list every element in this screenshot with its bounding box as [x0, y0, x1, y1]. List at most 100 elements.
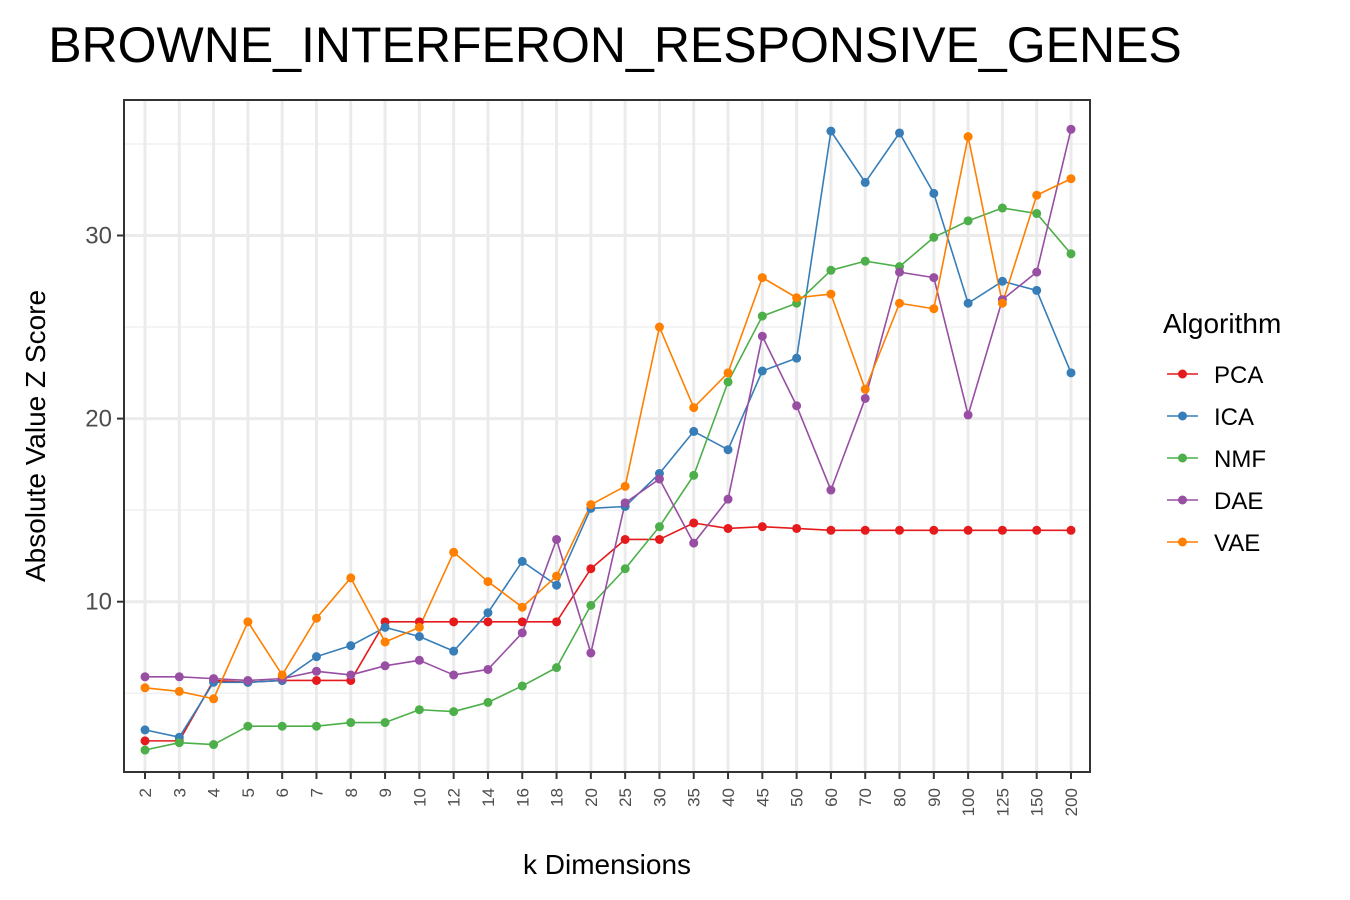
y-axis-title: Absolute Value Z Score [20, 290, 51, 582]
data-point-vae [860, 384, 870, 394]
data-point-nmf [449, 707, 459, 717]
data-point-pca [140, 736, 150, 746]
data-point-dae [483, 664, 493, 674]
legend-key-point-dae [1178, 495, 1187, 505]
x-tick-label: 20 [582, 788, 601, 807]
data-point-nmf [757, 311, 767, 321]
data-point-nmf [723, 377, 733, 387]
data-point-dae [792, 401, 802, 411]
x-tick-label: 40 [719, 788, 738, 807]
data-point-nmf [414, 705, 424, 715]
data-point-ica [826, 126, 836, 136]
y-tick-label: 20 [85, 406, 112, 433]
x-tick-label: 60 [822, 788, 841, 807]
legend-label-pca: PCA [1214, 362, 1263, 389]
y-tick-label: 30 [85, 222, 112, 249]
data-point-dae [1032, 267, 1042, 277]
x-tick-label: 2 [136, 788, 155, 797]
data-point-vae [552, 571, 562, 581]
data-point-dae [723, 494, 733, 504]
data-point-vae [380, 637, 390, 647]
data-point-dae [449, 670, 459, 680]
data-point-pca [929, 525, 939, 535]
data-point-pca [586, 564, 596, 574]
data-point-pca [552, 617, 562, 627]
data-point-pca [689, 518, 699, 528]
data-point-pca [1032, 525, 1042, 535]
data-point-vae [586, 500, 596, 510]
data-point-vae [895, 298, 905, 308]
data-point-vae [792, 293, 802, 303]
data-point-ica [449, 646, 459, 656]
legend-key-point-nmf [1178, 453, 1187, 463]
data-point-nmf [243, 721, 253, 731]
data-point-nmf [346, 718, 356, 728]
x-tick-label: 7 [307, 788, 326, 797]
data-point-vae [243, 617, 253, 627]
data-point-nmf [826, 265, 836, 275]
data-point-pca [757, 522, 767, 532]
data-point-nmf [517, 681, 527, 691]
series-line-dae [145, 129, 1072, 682]
data-point-pca [963, 525, 973, 535]
data-point-pca [449, 617, 459, 627]
legend-key-point-ica [1178, 411, 1187, 421]
data-point-vae [414, 622, 424, 632]
data-point-ica [414, 632, 424, 642]
data-point-vae [654, 322, 664, 332]
y-axis: 10 20 30 [85, 222, 124, 616]
data-point-vae [277, 670, 287, 680]
data-point-dae [346, 670, 356, 680]
data-point-vae [929, 304, 939, 314]
chart-title: BROWNE_INTERFERON_RESPONSIVE_GENES [48, 17, 1182, 73]
x-tick-label: 35 [685, 788, 704, 807]
grid-minor [124, 143, 1090, 695]
legend-key-point-pca [1178, 369, 1187, 379]
data-point-ica [757, 366, 767, 376]
legend-label-vae: VAE [1214, 530, 1260, 557]
data-point-pca [311, 675, 321, 685]
data-point-vae [757, 273, 767, 283]
data-point-ica [963, 298, 973, 308]
data-point-ica [311, 652, 321, 662]
data-point-nmf [963, 216, 973, 226]
data-point-dae [620, 498, 630, 508]
legend: Algorithm PCA ICA NMF DAE VAE [1163, 308, 1281, 557]
y-tick-label: 10 [85, 589, 112, 616]
data-point-pca [723, 523, 733, 533]
x-tick-label: 16 [513, 788, 532, 807]
data-point-vae [517, 602, 527, 612]
legend-label-nmf: NMF [1214, 446, 1266, 473]
data-point-ica [1066, 368, 1076, 378]
x-tick-label: 50 [788, 788, 807, 807]
data-point-ica [929, 188, 939, 198]
data-point-dae [895, 267, 905, 277]
legend-label-ica: ICA [1214, 404, 1254, 431]
data-point-nmf [174, 738, 184, 748]
data-point-nmf [483, 697, 493, 707]
data-point-nmf [654, 522, 664, 532]
legend-title: Algorithm [1163, 308, 1281, 339]
data-point-nmf [860, 256, 870, 266]
data-point-dae [380, 661, 390, 671]
data-point-nmf [277, 721, 287, 731]
data-point-dae [689, 538, 699, 548]
data-point-dae [517, 628, 527, 638]
x-tick-label: 9 [376, 788, 395, 797]
data-point-dae [552, 534, 562, 544]
data-point-pca [792, 523, 802, 533]
data-point-nmf [689, 470, 699, 480]
data-point-ica [380, 622, 390, 632]
data-point-ica [723, 445, 733, 455]
data-point-ica [792, 353, 802, 363]
data-point-vae [140, 683, 150, 693]
data-point-vae [483, 577, 493, 587]
data-point-dae [140, 672, 150, 682]
data-point-nmf [1032, 209, 1042, 219]
data-point-pca [1066, 525, 1076, 535]
series-line-nmf [144, 207, 1072, 751]
x-tick-label: 5 [239, 788, 258, 797]
data-point-ica [483, 608, 493, 618]
data-point-nmf [1066, 249, 1076, 259]
plot-panel [123, 99, 1091, 773]
